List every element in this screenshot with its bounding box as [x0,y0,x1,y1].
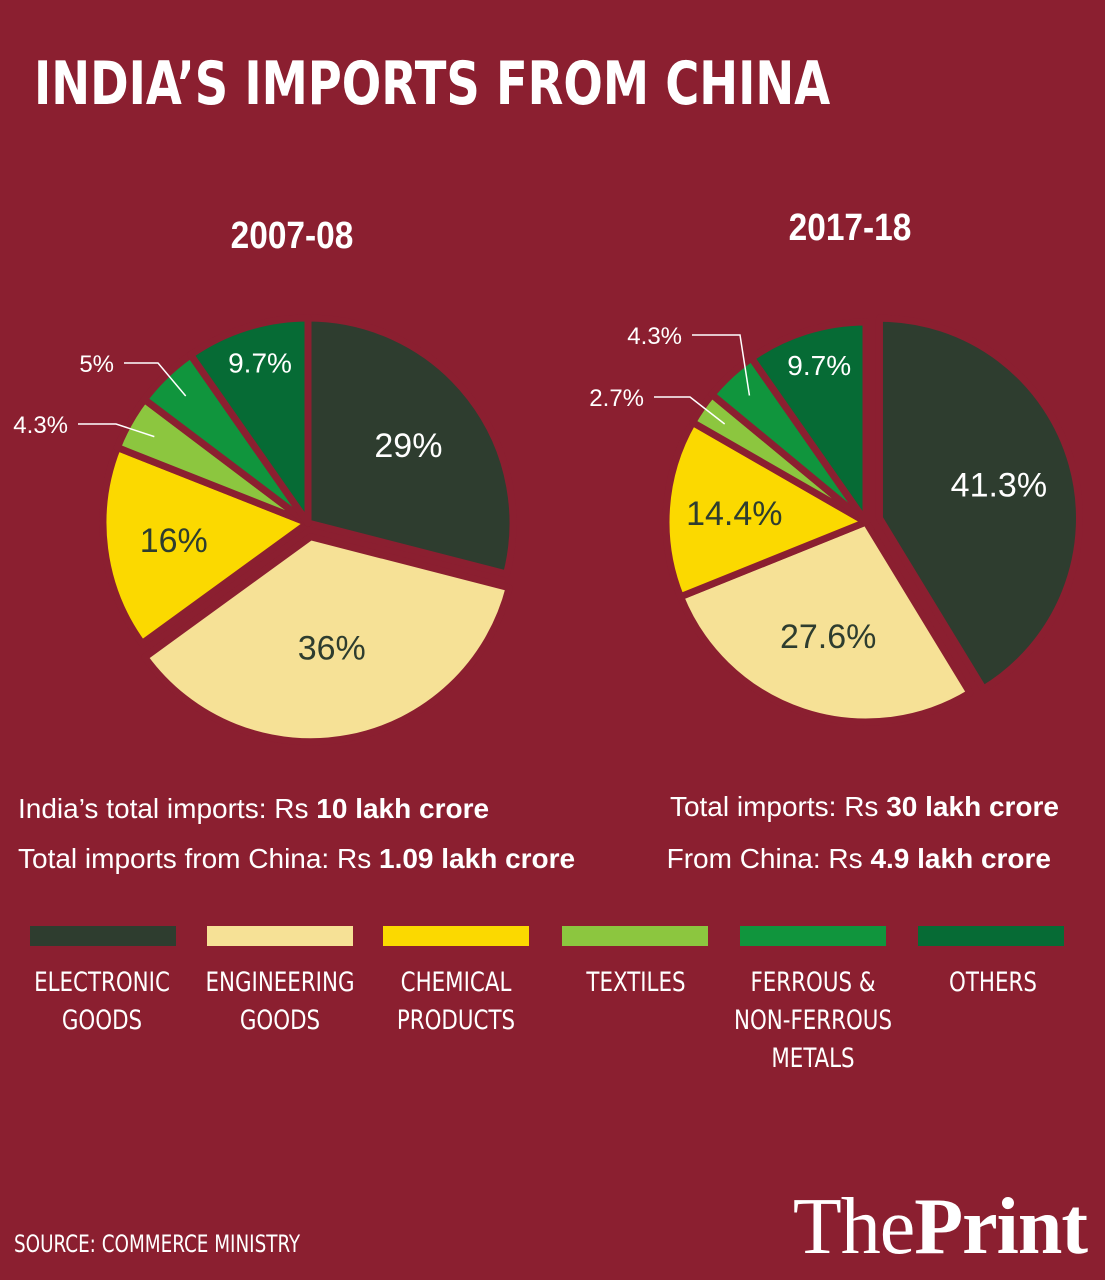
right-china-imports-prefix: From China: Rs [666,843,871,874]
slice-label-2007-08-2: 16% [140,522,208,560]
legend-label-engineering: ENGINEERING GOODS [192,964,368,1040]
leader-line-2017-18-3 [654,396,726,425]
legend-text: NON-FERROUS [733,1005,893,1036]
slice-label-2017-18-3: 2.7% [589,385,644,412]
left-total-imports-prefix: India’s total imports: Rs [18,793,317,824]
left-china-imports-prefix: Total imports from China: Rs [18,843,379,874]
pie-slice-2017-18-1 [677,518,974,726]
pie-title-2017-18: 2017-18 [788,207,912,249]
pie-slice-2007-08-1 [141,533,513,746]
slice-label-2007-08-5: 9.7% [228,347,292,378]
legend-text: OTHERS [949,967,1037,998]
slice-label-2007-08-4: 5% [79,351,114,378]
source-note: SOURCE: COMMERCE MINISTRY [14,1230,301,1258]
legend-text: FERROUS & [750,967,876,998]
pie-slice-2017-18-0 [875,314,1083,693]
legend-label-textiles: TEXTILES [548,964,724,1002]
right-china-imports-value: 4.9 lakh crore [870,843,1051,874]
leader-line-2017-18-4 [692,334,751,396]
pie-slice-2017-18-2 [662,418,870,601]
right-total-imports-value: 30 lakh crore [886,791,1059,822]
theprint-logo: ThePrint [792,1182,1088,1272]
legend-text: ELECTRONIC [34,967,170,998]
legend-text: PRODUCTS [396,1005,516,1036]
slice-label-2007-08-0: 29% [374,427,442,465]
legend-text: CHEMICAL [400,967,512,998]
right-china-imports: From China: Rs 4.9 lakh crore [667,842,1051,876]
legend-text: ENGINEERING [205,967,355,998]
pie-slice-2007-08-5 [187,314,312,527]
pie-slice-2007-08-0 [304,314,517,578]
legend-text: GOODS [61,1005,143,1036]
logo-text-the: The [792,1183,915,1271]
legend-label-electronic: ELECTRONIC GOODS [14,964,190,1040]
logo-text-print: Print [914,1183,1088,1271]
legend-text: GOODS [239,1005,321,1036]
right-total-imports: Total imports: Rs 30 lakh crore [670,790,1059,824]
slice-label-2007-08-1: 36% [298,630,366,668]
left-china-imports-value: 1.09 lakh crore [379,843,576,874]
legend-text: METALS [771,1043,855,1074]
slice-label-2017-18-0: 41.3% [951,467,1047,505]
legend-swatch-electronic [30,926,176,946]
legend-label-metals: FERROUS & NON-FERROUS METALS [725,964,901,1078]
leader-line-2007-08-4 [124,362,187,397]
infographic-title: INDIA’S IMPORTS FROM CHINA [34,49,831,119]
leader-line-2007-08-3 [78,423,155,438]
left-china-imports: Total imports from China: Rs 1.09 lakh c… [18,842,575,876]
pie-title-2007-08: 2007-08 [230,215,354,257]
legend-swatch-textiles [562,926,708,946]
slice-label-2017-18-1: 27.6% [780,618,876,656]
legend-swatch-chemical [383,926,529,946]
pie-slice-2007-08-2 [99,444,312,647]
slice-label-2017-18-2: 14.4% [686,495,782,533]
legend-swatch-engineering [207,926,353,946]
legend-label-others: OTHERS [905,964,1081,1002]
pie-slice-2017-18-5 [748,318,870,526]
legend-text: TEXTILES [586,967,686,998]
legend-swatch-others [918,926,1064,946]
slice-label-2017-18-5: 9.7% [787,350,851,381]
legend-label-chemical: CHEMICAL PRODUCTS [368,964,544,1040]
left-total-imports: India’s total imports: Rs 10 lakh crore [18,792,489,826]
slice-label-2017-18-4: 4.3% [627,323,682,350]
left-total-imports-value: 10 lakh crore [316,793,490,824]
legend-swatch-metals [740,926,886,946]
right-total-imports-prefix: Total imports: Rs [669,791,887,822]
slice-label-2007-08-3: 4.3% [13,412,68,439]
